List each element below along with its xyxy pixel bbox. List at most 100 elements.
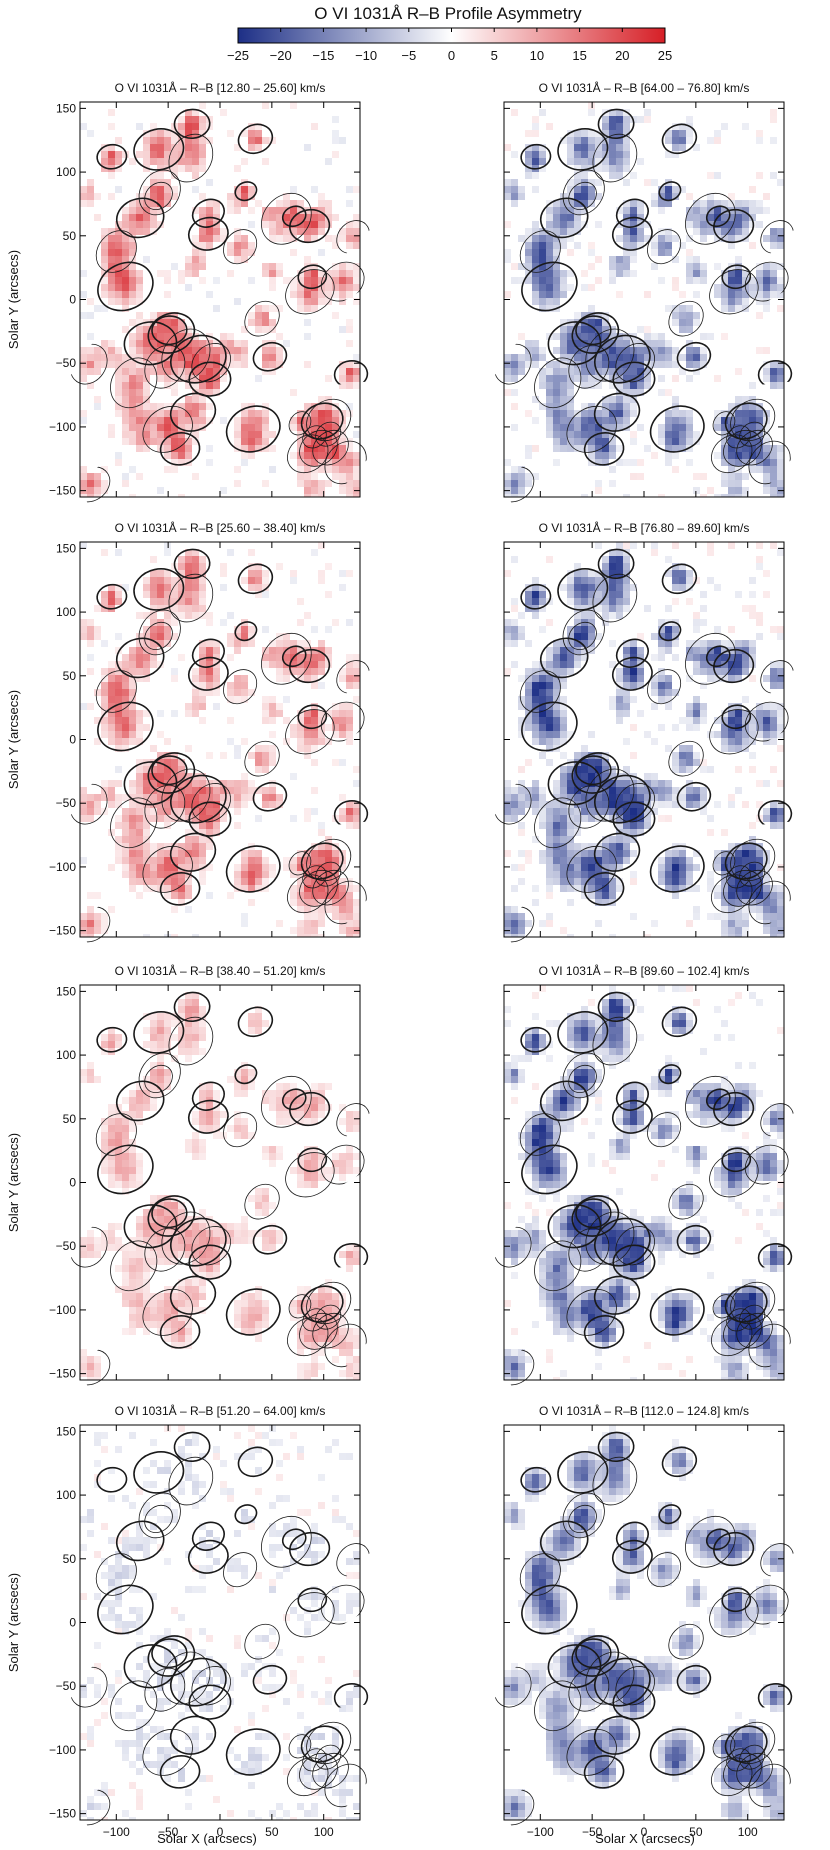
heatmap-cell (129, 1265, 136, 1272)
heatmap-cell (623, 773, 630, 780)
contour-line (281, 205, 307, 228)
heatmap-cell (185, 584, 192, 591)
heatmap-cell (756, 731, 763, 738)
heatmap-cell (199, 808, 206, 815)
heatmap-cell (553, 843, 560, 850)
heatmap-cell (269, 703, 276, 710)
heatmap-cell (304, 1307, 311, 1314)
heatmap-cell (136, 1300, 143, 1307)
heatmap-cell (101, 291, 108, 298)
heatmap-cell (311, 1300, 318, 1307)
heatmap-cell (115, 1244, 122, 1251)
heatmap-cell (616, 270, 623, 277)
heatmap-cell (199, 857, 206, 864)
heatmap-cell (262, 1244, 269, 1251)
heatmap-cell (143, 1307, 150, 1314)
heatmap-cell (143, 647, 150, 654)
heatmap-cell (178, 801, 185, 808)
heatmap-cell (339, 584, 346, 591)
heatmap-cell (178, 1244, 185, 1251)
heatmap-cell (192, 417, 199, 424)
heatmap-cell (525, 591, 532, 598)
heatmap-cell (122, 815, 129, 822)
heatmap-cell (756, 871, 763, 878)
heatmap-cell (94, 808, 101, 815)
heatmap-cell (150, 1020, 157, 1027)
heatmap-cell (136, 808, 143, 815)
heatmap-cell (574, 445, 581, 452)
heatmap-cell (574, 584, 581, 591)
heatmap-cell (227, 270, 234, 277)
heatmap-cell (213, 382, 220, 389)
heatmap-cell (206, 1090, 213, 1097)
heatmap-cell (311, 675, 318, 682)
contour-line (161, 768, 211, 822)
heatmap-cell (346, 382, 353, 389)
heatmap-cell (199, 689, 206, 696)
heatmap-cell (150, 654, 157, 661)
heatmap-cell (80, 312, 87, 319)
heatmap-cell (546, 647, 553, 654)
heatmap-cell (686, 801, 693, 808)
heatmap-cell (122, 151, 129, 158)
heatmap-cell (602, 892, 609, 899)
heatmap-cell (171, 333, 178, 340)
heatmap-cell (199, 773, 206, 780)
heatmap-cell (546, 920, 553, 927)
heatmap-cell (714, 424, 721, 431)
heatmap-cell (693, 277, 700, 284)
heatmap-cell (318, 654, 325, 661)
heatmap-cell (353, 899, 360, 906)
heatmap-cell (164, 640, 171, 647)
heatmap-cell (171, 598, 178, 605)
heatmap-cell (651, 675, 658, 682)
heatmap-cell (511, 263, 518, 270)
heatmap-cell (178, 654, 185, 661)
heatmap-cell (304, 277, 311, 284)
heatmap-cell (630, 207, 637, 214)
heatmap-cell (721, 214, 728, 221)
heatmap-cell (658, 675, 665, 682)
heatmap-cell (129, 256, 136, 263)
heatmap-cell (255, 130, 262, 137)
heatmap-cell (115, 228, 122, 235)
heatmap-cell (616, 780, 623, 787)
heatmap-cell (707, 577, 714, 584)
heatmap-cell (290, 1090, 297, 1097)
heatmap-cell (532, 801, 539, 808)
heatmap-cell (679, 717, 686, 724)
heatmap-cell (325, 647, 332, 654)
heatmap-cell (581, 752, 588, 759)
heatmap-cell (602, 438, 609, 445)
heatmap-cell (192, 361, 199, 368)
heatmap-cell (150, 179, 157, 186)
heatmap-cell (213, 654, 220, 661)
heatmap-cell (143, 1265, 150, 1272)
heatmap-cell (269, 319, 276, 326)
heatmap-cell (185, 354, 192, 361)
heatmap-cell (735, 661, 742, 668)
heatmap-cell (735, 738, 742, 745)
heatmap-cell (192, 850, 199, 857)
contour-line (685, 192, 736, 245)
heatmap-cell (276, 710, 283, 717)
heatmap-cell (346, 452, 353, 459)
heatmap-cell (248, 410, 255, 417)
heatmap-cell (171, 151, 178, 158)
heatmap-cell (178, 1237, 185, 1244)
heatmap-cell (511, 794, 518, 801)
heatmap-cell (171, 808, 178, 815)
heatmap-cell (553, 214, 560, 221)
heatmap-cell (679, 368, 686, 375)
heatmap-cell (143, 780, 150, 787)
heatmap-cell (115, 249, 122, 256)
heatmap-cell (136, 410, 143, 417)
contour-line (519, 670, 561, 713)
heatmap-cell (665, 780, 672, 787)
heatmap-cell (276, 1230, 283, 1237)
heatmap-cell (311, 298, 318, 305)
heatmap-cell (87, 808, 94, 815)
heatmap-cell (318, 1090, 325, 1097)
heatmap-cell (353, 382, 360, 389)
heatmap-cell (318, 857, 325, 864)
